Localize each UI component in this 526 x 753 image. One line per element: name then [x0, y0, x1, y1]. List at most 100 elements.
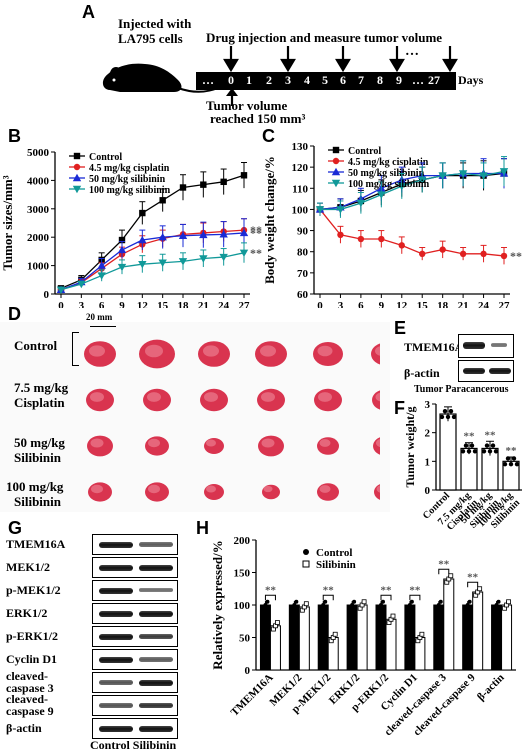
significance-mark: **	[409, 584, 421, 596]
data-point	[480, 250, 487, 258]
data-point	[418, 176, 427, 185]
tumor-highlight	[203, 345, 219, 357]
data-point	[56, 286, 66, 294]
dot	[508, 462, 514, 467]
row-label-sil100-1: 100 mg/kg	[6, 479, 64, 494]
x-tick-label: 9	[119, 300, 125, 308]
data-point	[500, 252, 508, 260]
bar	[501, 604, 513, 671]
tl-3: 2	[266, 73, 272, 87]
bar	[462, 604, 474, 671]
dot	[381, 599, 385, 604]
y-axis-label: Tumor weight/g	[403, 406, 417, 487]
row-label-cis-2: Cisplatin	[14, 395, 65, 410]
tumor-highlight	[318, 392, 332, 402]
legend-label: 100 mg/kg silibinin	[348, 179, 430, 190]
data-point	[200, 181, 207, 188]
g-row-label: p-ERK1/2	[6, 629, 59, 643]
tl-0: …	[202, 73, 214, 87]
data-point	[158, 233, 167, 241]
significance-mark: **	[250, 226, 262, 240]
band	[139, 542, 173, 547]
data-point	[138, 260, 147, 269]
tumor-highlight	[89, 345, 105, 357]
data-point	[337, 231, 344, 238]
dot	[436, 603, 441, 607]
dot	[487, 449, 493, 454]
dot	[502, 462, 508, 467]
data-point	[97, 261, 106, 269]
x-tick-label: 24	[478, 300, 490, 308]
e-cols: Tumor Paracancerous	[414, 384, 509, 395]
panel-label-h: H	[196, 518, 209, 538]
tumor-highlight	[147, 392, 161, 402]
tumor-highlight	[319, 439, 331, 447]
x-tick-label: 18	[437, 300, 449, 308]
e-blot-tmem	[458, 334, 514, 358]
dot	[379, 603, 383, 607]
cells-label: LA795 cells	[118, 31, 183, 46]
y-tick-label: 0	[44, 289, 50, 301]
significance-mark: **	[250, 223, 262, 237]
series-line	[60, 229, 245, 291]
bar	[375, 604, 387, 671]
tl-13: Days	[458, 73, 484, 87]
data-point	[118, 236, 126, 244]
dot	[350, 603, 355, 607]
tumor-photo	[84, 339, 380, 502]
dot	[448, 408, 454, 414]
legend-label: Silibinin	[316, 559, 356, 571]
dot	[505, 456, 511, 461]
legend-marker	[302, 560, 310, 568]
band	[139, 703, 173, 709]
y-axis-label: Body weight change/%	[262, 156, 277, 284]
dot	[451, 414, 457, 420]
bar	[472, 591, 484, 671]
x-tick-label: β-actin	[475, 672, 507, 704]
tl-11: …	[412, 73, 424, 87]
y-tick-label: 150	[234, 568, 251, 580]
y-tick-label: 0	[245, 665, 251, 677]
y-tick-label: 50	[239, 633, 251, 645]
tumor-highlight	[319, 485, 331, 493]
significance-mark: **	[506, 445, 518, 457]
chart-c: 607080901001101201300369121518212427Time…	[262, 141, 522, 308]
band	[99, 680, 133, 685]
data-point	[178, 231, 188, 239]
y-tick-label: 90	[297, 226, 309, 238]
dot	[292, 603, 297, 607]
tumor-highlight	[145, 344, 163, 358]
legend-marker	[331, 179, 341, 188]
x-tick-label: 6	[99, 300, 105, 308]
bar	[269, 625, 281, 671]
legend-marker	[73, 163, 81, 171]
data-point	[239, 228, 249, 237]
significance-mark: **	[438, 558, 450, 570]
g-row-label: caspase 3	[6, 681, 54, 695]
y-tick-label: 3	[425, 399, 431, 411]
bar	[433, 604, 445, 671]
dot	[294, 599, 299, 604]
data-point	[77, 280, 86, 289]
x-tick-label: 21	[198, 300, 209, 308]
g-row-label: MEK1/2	[6, 560, 50, 574]
band	[139, 588, 173, 593]
dot	[484, 443, 490, 448]
tl-12: 27	[428, 73, 440, 87]
y-tick-label: 0	[425, 485, 431, 497]
dot	[465, 603, 470, 607]
dot	[319, 606, 324, 611]
ellipsis: …	[405, 44, 419, 59]
data-point	[398, 242, 405, 249]
panel-label-e: E	[394, 318, 407, 338]
legend-marker	[72, 173, 82, 182]
dot	[463, 606, 468, 611]
dot	[511, 456, 517, 461]
dot	[490, 443, 496, 448]
x-tick-label: 3	[79, 300, 85, 308]
dot	[390, 613, 396, 619]
g-blot	[92, 603, 178, 624]
legend-marker	[332, 157, 340, 165]
x-tick-label: 18	[178, 300, 190, 308]
